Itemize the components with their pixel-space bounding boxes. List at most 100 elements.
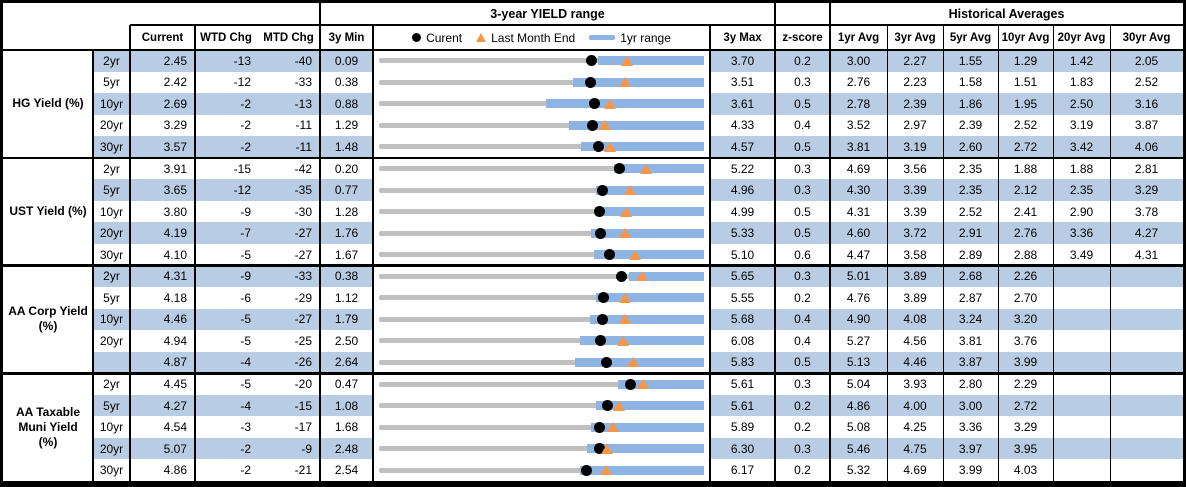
three-year-range-track <box>379 122 704 128</box>
current-value: 3.29 <box>163 118 187 133</box>
tenor-label: 2yr <box>103 377 120 392</box>
historical-avg-value: 3.97 <box>958 441 983 456</box>
three-year-min-value: 1.08 <box>334 398 359 413</box>
historical-avg-value: 3.93 <box>903 377 927 392</box>
tenor-label: 10yr <box>99 420 124 435</box>
current-dot-marker <box>588 98 600 110</box>
one-year-range-bar-icon <box>589 35 616 40</box>
last-month-end-marker <box>621 55 634 66</box>
z-score-value: 0.5 <box>794 226 811 241</box>
historical-avg-value: 2.50 <box>1069 96 1094 111</box>
current-value: 4.27 <box>163 398 187 413</box>
column-header-3y-min: 3y Min <box>328 31 365 44</box>
tenor-label: 5yr <box>103 398 120 413</box>
legend-item-1yr-range: 1yr range <box>589 31 671 45</box>
current-value: 3.91 <box>163 161 187 176</box>
one-year-range-bar <box>596 293 704 303</box>
current-dot-marker <box>596 184 608 196</box>
three-year-range-track <box>379 101 704 107</box>
historical-avg-value <box>1053 459 1110 481</box>
group-label: UST Yield (%) <box>9 204 87 219</box>
three-year-range-track <box>379 79 704 85</box>
historical-avg-value: 2.39 <box>903 96 927 111</box>
legend-last-month-end-label: Last Month End <box>491 30 576 45</box>
current-dot-marker <box>593 443 605 455</box>
column-header-wtd-chg: WTD Chg <box>200 31 252 44</box>
z-score-value: 0.2 <box>794 290 811 305</box>
wtd-change-value: -5 <box>240 333 251 348</box>
three-year-max-value: 5.61 <box>730 377 755 392</box>
three-year-max-value: 6.17 <box>730 463 755 478</box>
row-stripe <box>93 351 373 374</box>
historical-avg-value <box>1110 416 1183 438</box>
last-month-end-marker <box>601 443 613 454</box>
row-stripe <box>93 394 373 417</box>
mtd-change-value: -29 <box>294 290 312 305</box>
historical-avg-value: 2.39 <box>958 118 983 133</box>
three-year-min-value: 1.76 <box>334 226 359 241</box>
mtd-change-value: -20 <box>294 377 312 392</box>
tenor-label: 30yr <box>99 247 124 262</box>
legend-item-last-month-end: Last Month End <box>476 31 575 45</box>
historical-avg-value: 2.52 <box>1013 118 1038 133</box>
one-year-range-bar <box>596 185 704 195</box>
current-dot-marker <box>600 356 612 368</box>
mtd-change-value: -40 <box>294 53 312 68</box>
three-year-min-value: 1.67 <box>334 247 359 262</box>
mtd-change-value: -33 <box>294 269 312 284</box>
current-value: 4.46 <box>163 312 187 327</box>
one-year-range-bar <box>580 142 704 152</box>
row-stripe <box>93 222 373 244</box>
wtd-change-value: -4 <box>240 355 251 370</box>
mtd-change-value: -27 <box>294 312 312 327</box>
z-score-value: 0.2 <box>794 420 811 435</box>
tenor-label: 2yr <box>103 161 120 176</box>
current-value: 4.45 <box>163 377 187 392</box>
one-year-range-bar <box>597 56 704 66</box>
mtd-change-value: -42 <box>294 161 312 176</box>
chart-legend: Curent Last Month End 1yr range <box>374 25 709 50</box>
mtd-change-value: -27 <box>294 247 312 262</box>
historical-avg-value: 3.56 <box>903 161 927 176</box>
three-year-range-track <box>379 209 704 215</box>
z-score-value: 0.3 <box>794 75 811 90</box>
historical-avg-value: 2.05 <box>1134 53 1159 68</box>
historical-avg-value: 5.01 <box>846 269 871 284</box>
historical-avg-value: 3.99 <box>1013 355 1038 370</box>
z-score-value: 0.2 <box>794 53 811 68</box>
legend-current-label: Curent <box>426 30 463 45</box>
historical-avg-value: 1.86 <box>958 96 983 111</box>
tenor-label: 5yr <box>103 75 120 90</box>
last-month-end-marker <box>620 206 633 217</box>
three-year-min-value: 2.64 <box>334 355 359 370</box>
z-score-value: 0.4 <box>794 312 811 327</box>
historical-avg-value: 4.75 <box>903 441 927 456</box>
one-year-range-bar <box>590 422 704 432</box>
current-dot-marker <box>593 141 605 153</box>
three-year-max-value: 5.55 <box>730 290 755 305</box>
current-value: 2.42 <box>163 75 187 90</box>
historical-avg-value: 5.13 <box>846 355 871 370</box>
z-score-value: 0.3 <box>794 161 811 176</box>
three-year-range-track <box>379 230 704 236</box>
mtd-change-value: -27 <box>294 226 312 241</box>
yield-range-chart <box>373 459 710 481</box>
three-year-min-value: 0.38 <box>334 75 359 90</box>
current-dot-marker <box>585 76 597 88</box>
yield-range-chart <box>373 438 710 460</box>
yield-range-chart <box>373 72 710 94</box>
historical-avg-value <box>1053 287 1110 309</box>
historical-avg-value: 1.88 <box>1013 161 1038 176</box>
mtd-change-value: -33 <box>294 75 312 90</box>
yield-range-chart <box>373 395 710 417</box>
yield-range-chart <box>373 50 710 72</box>
three-year-max-value: 3.70 <box>730 53 755 68</box>
historical-avg-value: 3.00 <box>958 398 983 413</box>
current-dot-marker <box>615 270 627 282</box>
historical-avg-value: 3.42 <box>1069 139 1094 154</box>
mtd-change-value: -11 <box>295 118 312 133</box>
historical-avg-value: 4.69 <box>903 463 927 478</box>
current-value: 4.19 <box>163 226 187 241</box>
one-year-range-bar <box>614 164 704 174</box>
